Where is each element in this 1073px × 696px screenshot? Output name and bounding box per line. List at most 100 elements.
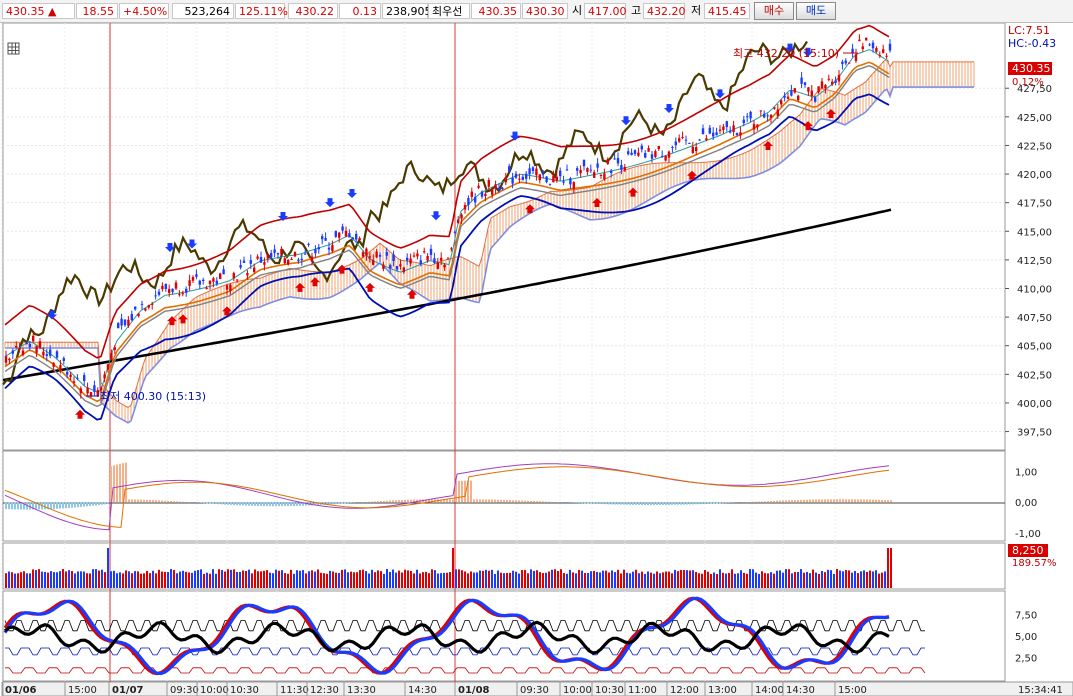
- candle-body: [185, 288, 188, 293]
- buy-signal-arrow-icon: [310, 277, 320, 287]
- macd-histogram-bar: [761, 501, 763, 503]
- volume-bar: [518, 573, 520, 588]
- best-ask: 430.35: [471, 3, 521, 19]
- candle-body: [89, 392, 93, 396]
- candle-body: [38, 341, 42, 348]
- macd-histogram-bar: [158, 500, 160, 503]
- candle-body: [582, 159, 586, 167]
- open-label: 시: [572, 4, 583, 17]
- volume-bar: [158, 569, 160, 588]
- candle-body: [100, 387, 103, 391]
- candle-body: [494, 184, 497, 189]
- price-change: 18.55: [76, 3, 118, 19]
- candle-body: [120, 318, 123, 326]
- macd-histogram-bar: [698, 502, 700, 505]
- macd-histogram-bar: [83, 502, 85, 507]
- macd-histogram-bar: [143, 499, 145, 503]
- candle-body: [589, 169, 592, 171]
- macd-histogram-bar: [236, 502, 238, 506]
- macd-histogram-bar: [341, 502, 343, 504]
- macd-histogram-bar: [572, 502, 574, 503]
- macd-histogram-bar: [206, 502, 208, 504]
- candle-body: [253, 267, 256, 273]
- macd-histogram-bar: [872, 499, 874, 503]
- volume-bar: [797, 571, 799, 588]
- volume-bar: [317, 569, 319, 588]
- macd-histogram-bar: [476, 499, 478, 503]
- candle-body: [613, 158, 616, 160]
- macd-axis: 1,00 0,00 -1,00: [1015, 467, 1041, 539]
- candle-body: [225, 285, 229, 290]
- macd-histogram-bar: [482, 499, 484, 503]
- volume-bar: [269, 572, 271, 588]
- candle-body: [15, 345, 18, 348]
- candle-body: [623, 166, 626, 171]
- candle-body: [786, 96, 790, 99]
- macd-histogram-bar: [251, 502, 253, 506]
- candle-body: [310, 256, 314, 262]
- volume-bar: [764, 573, 766, 588]
- volume-bar: [692, 570, 694, 588]
- price-tick-label: 412,50: [1017, 256, 1052, 267]
- macd-histogram-bar: [260, 502, 262, 507]
- current-price-tag: 430.35: [1012, 62, 1051, 75]
- candle-body: [732, 125, 735, 133]
- volume-bar: [689, 570, 691, 588]
- sell-signal-arrow-icon: [803, 47, 813, 57]
- candle-body: [525, 173, 528, 179]
- macd-histogram-bar: [692, 502, 694, 505]
- volume-bar: [578, 569, 580, 588]
- macd-histogram-bar: [830, 499, 832, 503]
- candle-body: [633, 150, 637, 154]
- macd-panel[interactable]: [2, 450, 1006, 542]
- candle-body: [820, 81, 824, 89]
- price-panel[interactable]: [2, 23, 1006, 451]
- volume-bar: [5, 573, 7, 588]
- candle-body: [395, 266, 399, 270]
- macd-histogram-bar: [866, 499, 868, 503]
- volume-bar: [500, 572, 502, 588]
- candle-body: [246, 273, 249, 276]
- volume-bar: [308, 571, 310, 588]
- volume-bar: [35, 570, 37, 588]
- macd-histogram-bar: [680, 502, 682, 505]
- volume-bar: [680, 569, 682, 588]
- candle-body: [793, 88, 796, 93]
- volume-bar: [806, 571, 808, 588]
- price-tick-label: 415,00: [1017, 227, 1052, 238]
- volume-bar: [323, 573, 325, 588]
- macd-histogram-bar: [347, 502, 349, 504]
- candle-body: [103, 374, 106, 379]
- macd-histogram-bar: [29, 502, 31, 510]
- volume-bar: [521, 570, 523, 588]
- candle-body: [637, 152, 640, 156]
- macd-histogram-bar: [875, 499, 877, 503]
- buy-button[interactable]: 매수: [754, 2, 794, 20]
- candle-body: [858, 39, 861, 42]
- candle-body: [123, 319, 127, 326]
- macd-histogram-bar: [881, 499, 883, 503]
- macd-histogram-bar: [269, 502, 271, 507]
- candle-body: [270, 253, 273, 258]
- candle-body: [885, 55, 888, 57]
- candle-body: [324, 237, 327, 241]
- volume-bar: [473, 572, 475, 588]
- sell-button[interactable]: 매도: [796, 2, 836, 20]
- grid-icon[interactable]: [7, 42, 20, 55]
- macd-histogram-bar: [473, 499, 475, 503]
- macd-histogram-bar: [638, 502, 640, 505]
- chart-area[interactable]: 최고 432.20 (15:10) 최저 400.30 (15:13) 427,…: [0, 23, 1073, 696]
- bollinger-upper: [4, 24, 890, 359]
- volume-bar: [662, 572, 664, 588]
- macd-histogram-bar: [464, 480, 466, 503]
- volume-bar: [380, 571, 382, 588]
- macd-histogram-bar: [524, 500, 526, 503]
- candle-body: [875, 48, 878, 52]
- candle-body: [372, 259, 375, 265]
- buy-signal-arrow-icon: [407, 289, 417, 299]
- candle-body: [878, 55, 881, 57]
- volume-bar: [731, 569, 733, 588]
- candle-body: [718, 129, 722, 131]
- volume-bar: [53, 572, 55, 588]
- volume-bar: [71, 571, 73, 588]
